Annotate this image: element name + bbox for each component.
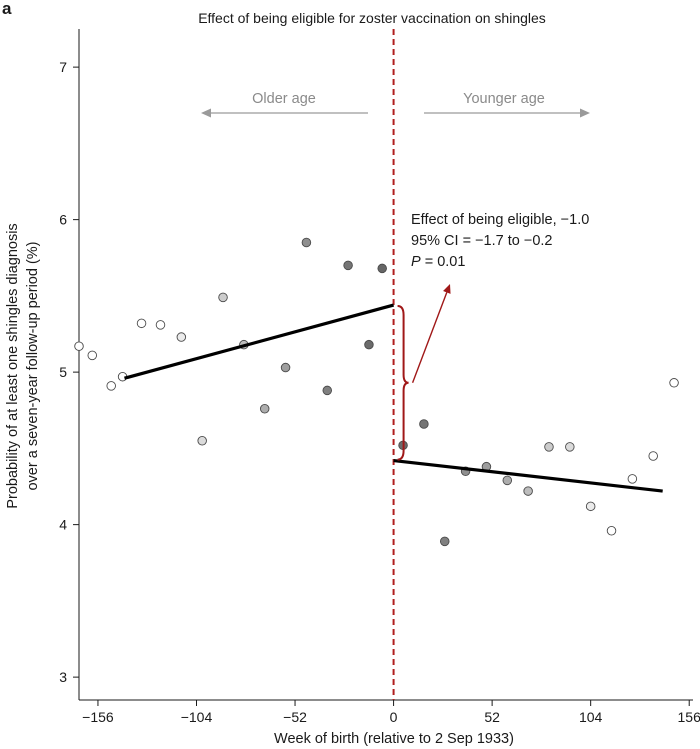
panel-label: a [2, 0, 12, 18]
effect-annotation-line2: 95% CI = −1.7 to −0.2 [411, 233, 552, 249]
older-age-label: Older age [252, 91, 316, 107]
data-point [74, 341, 84, 351]
y-axis-label-line1: Probability of at least one shingles dia… [5, 223, 21, 508]
y-axis-label-line2: over a seven-year follow-up period (%) [25, 241, 41, 490]
data-point [606, 525, 617, 536]
data-point [523, 486, 533, 496]
data-point [502, 475, 513, 486]
data-point [364, 339, 374, 350]
x-tick-label: −104 [181, 709, 213, 725]
data-point [87, 350, 98, 361]
x-tick-label: 52 [484, 709, 500, 725]
data-point [377, 263, 387, 274]
p-value-text: = 0.01 [421, 254, 466, 270]
data-point [544, 442, 554, 452]
y-tick-label: 7 [59, 59, 67, 75]
y-tick-label: 4 [59, 517, 67, 533]
data-point [176, 332, 187, 342]
data-point [565, 442, 575, 452]
data-point [106, 381, 116, 391]
effect-brace [397, 305, 409, 461]
scatter-points [74, 237, 679, 547]
effect-arrow [411, 292, 448, 384]
chart-title: Effect of being eligible for zoster vacc… [198, 10, 546, 26]
younger-age-label: Younger age [463, 91, 545, 107]
data-point [322, 385, 333, 396]
fit-line [393, 458, 663, 493]
effect-annotation-line3: P = 0.01 [411, 254, 465, 270]
x-axis-label: Week of birth (relative to 2 Sep 1933) [274, 731, 514, 747]
data-point [197, 436, 207, 446]
x-tick-label: 156 [678, 709, 700, 725]
fit-lines [124, 303, 663, 493]
data-point [669, 378, 679, 388]
data-point [627, 474, 638, 484]
fit-line [124, 303, 395, 380]
p-value-symbol: P [411, 254, 421, 270]
data-point [136, 318, 147, 329]
y-tick-label: 6 [59, 212, 67, 228]
effect-arrowhead [443, 284, 451, 294]
data-point [155, 320, 166, 330]
data-point [343, 260, 353, 271]
y-tick-label: 5 [59, 364, 67, 380]
data-point [419, 419, 429, 429]
data-point [439, 536, 450, 547]
y-axis-ticks: 3 4 5 6 7 [59, 59, 79, 685]
data-point [218, 292, 228, 303]
x-tick-label: −156 [82, 709, 114, 725]
older-age-arrowhead [201, 108, 211, 118]
data-point [280, 362, 291, 373]
data-point [301, 237, 312, 248]
x-axis-ticks: −156 −104 −52 0 52 104 156 [82, 700, 700, 725]
data-point [648, 451, 658, 461]
x-tick-label: −52 [283, 709, 307, 725]
x-tick-label: 104 [579, 709, 603, 725]
data-point [259, 403, 270, 414]
y-tick-label: 3 [59, 669, 67, 685]
data-point [585, 501, 596, 512]
effect-annotation-line1: Effect of being eligible, −1.0 [411, 212, 589, 228]
younger-age-arrowhead [580, 108, 590, 118]
x-tick-label: 0 [390, 709, 398, 725]
